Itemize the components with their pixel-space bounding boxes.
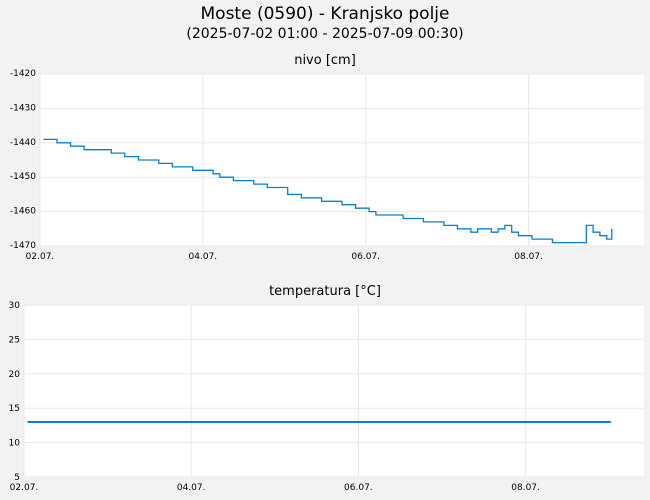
y-tick-label: 10 <box>9 439 21 449</box>
y-tick-label: 20 <box>9 370 21 380</box>
x-tick-label: 04.07. <box>177 483 206 493</box>
y-tick-label: 15 <box>9 404 20 414</box>
y-tick-label: 30 <box>9 301 21 311</box>
plot-area <box>24 305 644 477</box>
y-tick-label: -1440 <box>10 138 36 148</box>
chart-title: Moste (0590) - Kranjsko polje <box>200 4 450 24</box>
series-line-1-1 <box>43 138 613 244</box>
x-tick-label: 08.07. <box>514 252 543 262</box>
chart-1-title: nivo [cm] <box>294 53 356 68</box>
chart-2-title: temperatura [°C] <box>269 284 381 299</box>
x-tick-label: 06.07. <box>351 252 380 262</box>
y-tick-label: 25 <box>9 335 20 345</box>
x-tick-label: 04.07. <box>189 252 218 262</box>
y-tick-label: -1420 <box>10 69 36 79</box>
x-tick-label: 02.07. <box>26 252 55 262</box>
x-tick-label: 02.07. <box>10 483 39 493</box>
y-tick-label: -1470 <box>10 241 36 251</box>
x-tick-label: 06.07. <box>344 483 373 493</box>
chart-subtitle: (2025-07-02 01:00 - 2025-07-09 00:30) <box>186 26 464 42</box>
plot-area <box>40 74 644 246</box>
y-tick-label: -1450 <box>10 172 36 182</box>
y-tick-label: -1460 <box>10 207 36 217</box>
y-tick-label: -1430 <box>10 103 36 113</box>
y-tick-label: 5 <box>14 473 20 483</box>
x-tick-label: 08.07. <box>511 483 540 493</box>
